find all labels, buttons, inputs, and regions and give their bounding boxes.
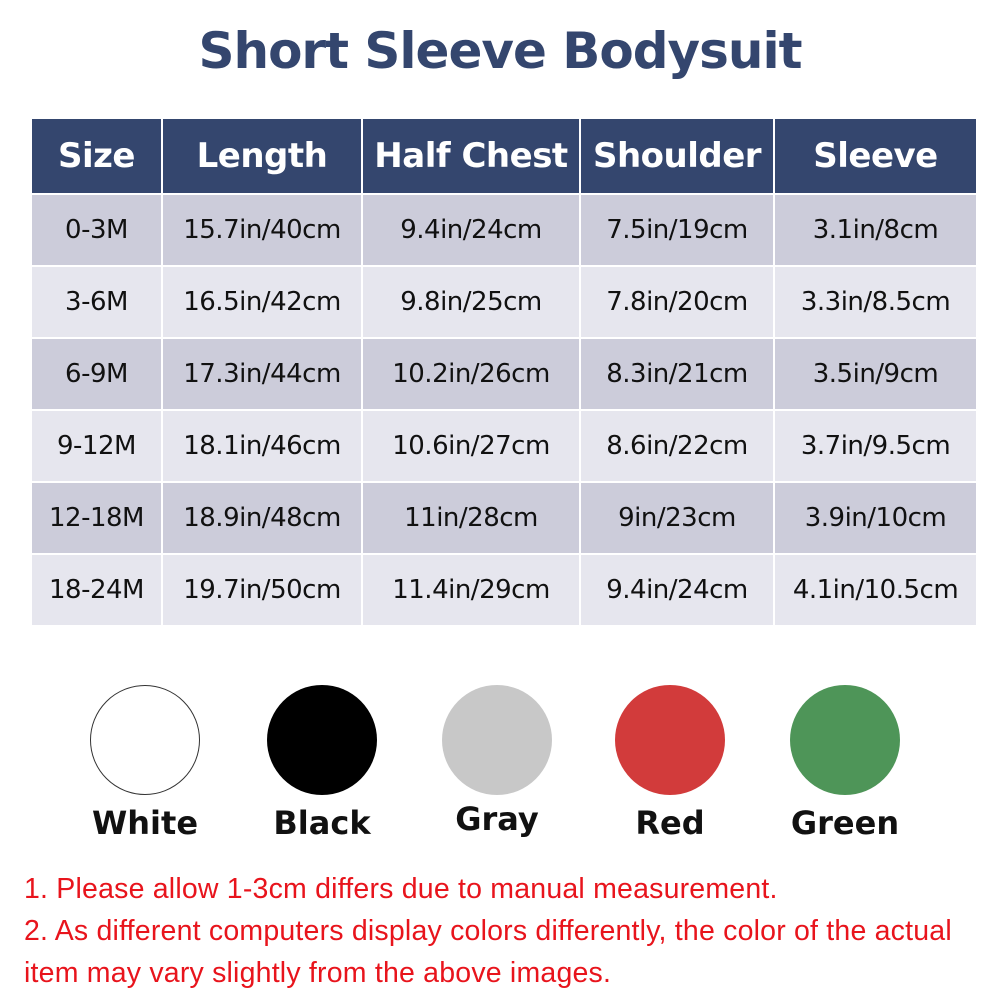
color-label: Black [273,804,371,842]
table-cell: 9in/23cm [581,483,773,553]
table-header-row: Size Length Half Chest Shoulder Sleeve [32,119,976,193]
table-cell: 4.1in/10.5cm [775,555,976,625]
color-label: Red [635,804,705,842]
header-sleeve: Sleeve [775,119,976,193]
table-row: 6-9M 17.3in/44cm 10.2in/26cm 8.3in/21cm 3.5i… [32,339,976,409]
color-swatch-white [90,685,200,795]
color-label: Green [790,804,900,842]
notes: 1. Please allow 1-3cm differs due to man… [24,868,984,994]
table-cell: 10.6in/27cm [363,411,579,481]
table-cell: 11in/28cm [363,483,579,553]
header-half-chest: Half Chest [363,119,579,193]
table-cell: 12-18M [32,483,161,553]
table-cell: 7.8in/20cm [581,267,773,337]
table-cell: 19.7in/50cm [163,555,361,625]
table-cell: 3.5in/9cm [775,339,976,409]
table-cell: 3.3in/8.5cm [775,267,976,337]
table-row: 18-24M 19.7in/50cm 11.4in/29cm 9.4in/24cm 4.… [32,555,976,625]
table-cell: 9.4in/24cm [581,555,773,625]
table-cell: 15.7in/40cm [163,195,361,265]
table-row: 9-12M 18.1in/46cm 10.6in/27cm 8.6in/22cm 3.7… [32,411,976,481]
table-cell: 17.3in/44cm [163,339,361,409]
table-cell: 16.5in/42cm [163,267,361,337]
color-swatch-green [790,685,900,795]
table-cell: 6-9M [32,339,161,409]
table-row: 0-3M 15.7in/40cm 9.4in/24cm 7.5in/19cm 3.1in… [32,195,976,265]
page-title: Short Sleeve Bodysuit [198,22,802,80]
color-swatch-gray [442,685,552,795]
table-cell: 9.8in/25cm [363,267,579,337]
color-label: Gray [455,800,539,838]
table-row: 12-18M 18.9in/48cm 11in/28cm 9in/23cm 3.9in/… [32,483,976,553]
table-cell: 9.4in/24cm [363,195,579,265]
color-swatch-red [615,685,725,795]
header-shoulder: Shoulder [581,119,773,193]
header-size: Size [32,119,161,193]
table-cell: 9-12M [32,411,161,481]
table-cell: 0-3M [32,195,161,265]
table-cell: 18.1in/46cm [163,411,361,481]
color-swatch-black [267,685,377,795]
table-row: 3-6M 16.5in/42cm 9.8in/25cm 7.8in/20cm 3.3in… [32,267,976,337]
table-cell: 10.2in/26cm [363,339,579,409]
table-cell: 11.4in/29cm [363,555,579,625]
table-cell: 8.3in/21cm [581,339,773,409]
table-cell: 7.5in/19cm [581,195,773,265]
size-chart-table: Size Length Half Chest Shoulder Sleeve 0… [30,117,978,627]
header-length: Length [163,119,361,193]
table-cell: 8.6in/22cm [581,411,773,481]
table-cell: 3.7in/9.5cm [775,411,976,481]
table-cell: 3.9in/10cm [775,483,976,553]
table-cell: 3-6M [32,267,161,337]
color-label: White [91,804,199,842]
table-cell: 18.9in/48cm [163,483,361,553]
table-cell: 3.1in/8cm [775,195,976,265]
note-1: 1. Please allow 1-3cm differs due to man… [24,873,778,905]
table-cell: 18-24M [32,555,161,625]
note-2: 2. As different computers display colors… [24,915,952,989]
